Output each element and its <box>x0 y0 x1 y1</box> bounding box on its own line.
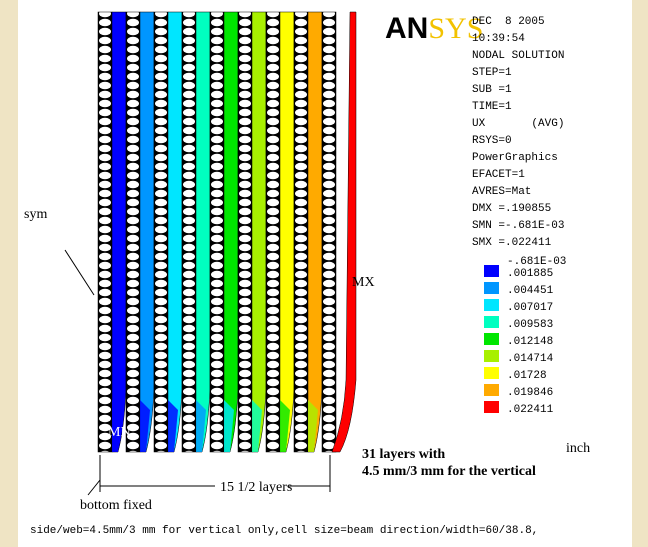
web-bottom <box>224 400 234 452</box>
legend-label: .022411 <box>507 404 554 416</box>
web <box>195 11 211 453</box>
web <box>307 11 323 453</box>
legend-swatch <box>484 350 499 362</box>
info-line: NODAL SOLUTION <box>472 50 564 62</box>
legend-swatch <box>484 282 499 294</box>
web <box>223 11 239 453</box>
note: 31 layers with <box>362 447 445 462</box>
web-bottom <box>196 400 206 452</box>
legend-label: .012148 <box>507 336 553 348</box>
cell-column <box>181 11 197 453</box>
info-line: EFACET=1 <box>472 169 525 181</box>
bottom-label: bottom fixed <box>80 498 152 513</box>
sym-arrow <box>64 249 95 296</box>
logo: ANSYS <box>385 12 483 45</box>
web-bottom <box>140 400 150 452</box>
web <box>167 11 183 453</box>
legend-min: -.681E-03 <box>507 256 566 268</box>
web-bottom <box>252 400 262 452</box>
info: DEC 8 2005 10:39:54 NODAL SOLUTION STEP=1 SU… <box>472 16 564 249</box>
legend-label: .019846 <box>507 387 553 399</box>
legend-swatch <box>484 401 499 413</box>
unit-label: inch <box>566 441 590 456</box>
legend-label: .014714 <box>507 353 554 365</box>
cell-column <box>209 11 225 453</box>
info-line: STEP=1 <box>472 67 512 79</box>
legend-label: .004451 <box>507 285 554 297</box>
web <box>139 11 155 453</box>
cell-column <box>265 11 281 453</box>
legend-swatch <box>484 384 499 396</box>
info-line: TIME=1 <box>472 101 512 113</box>
cell-column <box>321 11 337 453</box>
info-line: SUB =1 <box>472 84 512 96</box>
legend-label: .01728 <box>507 370 547 382</box>
cell-column <box>97 11 113 453</box>
legend-label: .001885 <box>507 268 553 280</box>
sym-label: sym <box>24 207 47 222</box>
web <box>251 11 267 453</box>
info-line: DMX =.190855 <box>472 203 551 215</box>
edge <box>331 11 357 453</box>
legend-swatch <box>484 265 499 277</box>
legend-swatch <box>484 333 499 345</box>
legend-swatch <box>484 299 499 311</box>
mx-label: MX <box>352 275 375 290</box>
bottom-arrow <box>87 479 101 496</box>
info-line: DEC 8 2005 <box>472 16 545 28</box>
legend-swatch <box>484 367 499 379</box>
note: 4.5 mm/3 mm for the vertical <box>362 464 536 479</box>
web-bottom <box>308 400 318 452</box>
info-line: SMN =-.681E-03 <box>472 220 564 232</box>
legend-label: .007017 <box>507 302 553 314</box>
cell-column <box>237 11 253 453</box>
info-line: SMX =.022411 <box>472 237 552 249</box>
info-line: 10:39:54 <box>472 33 525 45</box>
web <box>111 11 127 453</box>
info-line: RSYS=0 <box>472 135 512 147</box>
cell-column <box>293 11 309 453</box>
legend-label: .009583 <box>507 319 553 331</box>
web-bottom <box>112 400 122 452</box>
info-line: UX (AVG) <box>472 118 564 130</box>
caption: side/web=4.5mm/3 mm for vertical only,ce… <box>30 525 538 537</box>
cell-column <box>125 11 141 453</box>
mn-label: MN <box>108 425 131 440</box>
web <box>279 11 295 453</box>
legend-swatch <box>484 316 499 328</box>
legend: -.681E-03.001885 .004451 .007017 .009583 .01… <box>484 256 566 416</box>
cell-column <box>153 11 169 453</box>
info-line: PowerGraphics <box>472 152 558 164</box>
web-bottom <box>168 400 178 452</box>
layers-label: 15 1/2 layers <box>220 480 292 495</box>
model <box>97 11 357 453</box>
web-bottom <box>280 400 290 452</box>
info-line: AVRES=Mat <box>472 186 531 198</box>
